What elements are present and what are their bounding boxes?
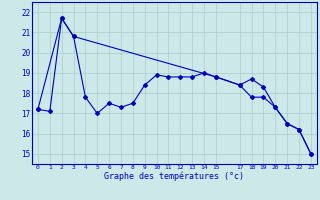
X-axis label: Graphe des températures (°c): Graphe des températures (°c) xyxy=(104,172,244,181)
